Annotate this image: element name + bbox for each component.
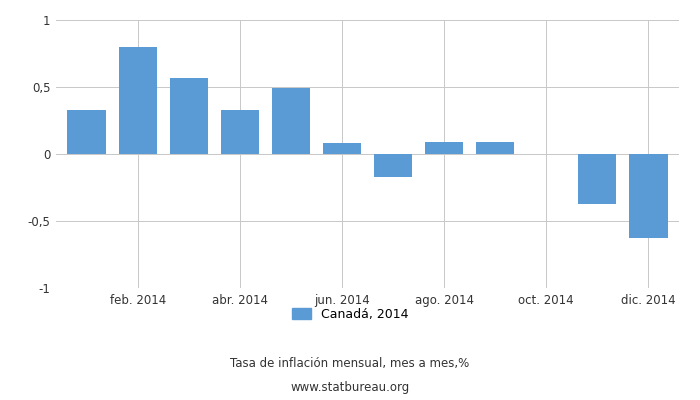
Bar — [169, 78, 208, 154]
Bar — [629, 154, 668, 238]
Text: www.statbureau.org: www.statbureau.org — [290, 382, 410, 394]
Legend: Canadá, 2014: Canadá, 2014 — [287, 303, 413, 326]
Bar — [374, 154, 412, 177]
Bar — [578, 154, 617, 204]
Bar — [118, 47, 157, 154]
Bar — [425, 142, 463, 154]
Bar — [272, 88, 310, 154]
Bar — [67, 110, 106, 154]
Bar — [323, 143, 361, 154]
Bar — [476, 142, 514, 154]
Text: Tasa de inflación mensual, mes a mes,%: Tasa de inflación mensual, mes a mes,% — [230, 358, 470, 370]
Bar — [220, 110, 259, 154]
